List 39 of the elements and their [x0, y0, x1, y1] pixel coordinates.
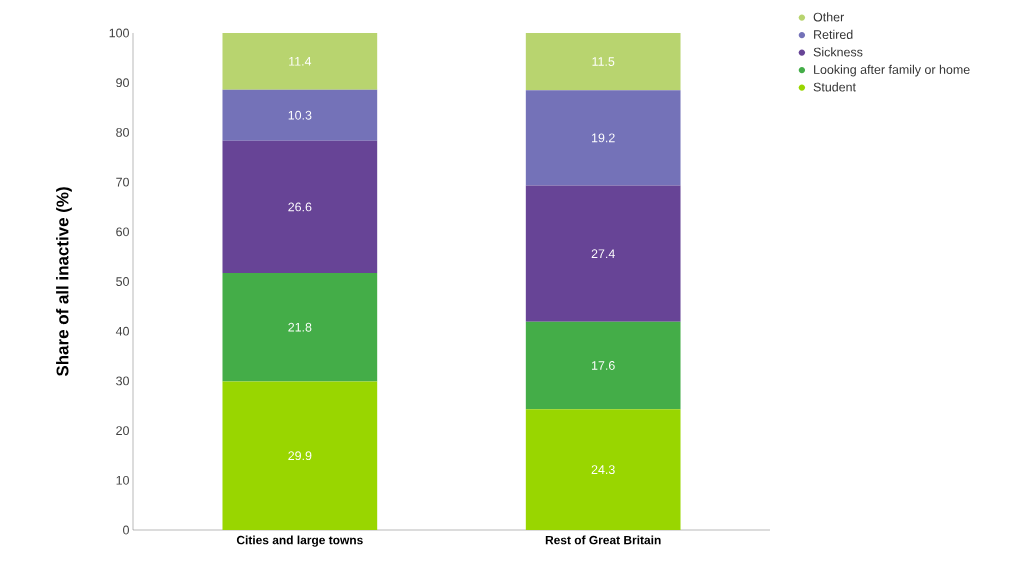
y-tick-label: 60: [116, 227, 129, 237]
bar: [525, 409, 681, 530]
y-tick-label: 50: [116, 277, 129, 286]
data-label: 17.6: [592, 361, 615, 370]
legend-label: Other: [813, 12, 845, 22]
bar: [222, 89, 378, 141]
y-tick-label: 20: [116, 426, 129, 436]
bar: [222, 273, 378, 382]
y-tick-label: 90: [116, 78, 129, 88]
bar: [222, 32, 378, 90]
legend-label: Retired: [814, 29, 853, 39]
legend-label: Sickness: [813, 47, 863, 57]
y-tick-label: 0: [123, 525, 129, 535]
data-label: 24.3: [591, 465, 615, 475]
data-label: 29.9: [288, 451, 312, 461]
bar: [525, 90, 681, 186]
bar: [525, 32, 681, 91]
y-axis-title: Share of all inactive (%): [56, 187, 72, 377]
data-label: 21.8: [288, 322, 312, 332]
data-label: 11.4: [289, 57, 312, 66]
y-tick-label: 30: [116, 376, 129, 386]
bar: [525, 185, 681, 322]
legend-label: Student: [813, 82, 856, 92]
data-label: 11.5: [592, 57, 615, 66]
x-tick-label: Cities and large towns: [236, 535, 363, 547]
y-tick-label: 80: [116, 127, 129, 137]
legend-label: Looking after family or home: [814, 64, 970, 77]
data-label: 26.6: [288, 202, 312, 212]
data-label: 27.4: [591, 249, 615, 259]
y-tick-label: 40: [115, 326, 129, 336]
bar: [525, 321, 681, 410]
x-tick-label: Rest of Great Britain: [545, 535, 661, 545]
bar: [222, 140, 378, 274]
y-tick-label: 100: [109, 28, 129, 38]
y-tick-label: 70: [116, 177, 129, 187]
data-label: 10.3: [288, 110, 312, 120]
y-tick-label: 10: [116, 475, 129, 485]
bar: [222, 381, 378, 530]
data-label: 19.2: [592, 133, 615, 143]
